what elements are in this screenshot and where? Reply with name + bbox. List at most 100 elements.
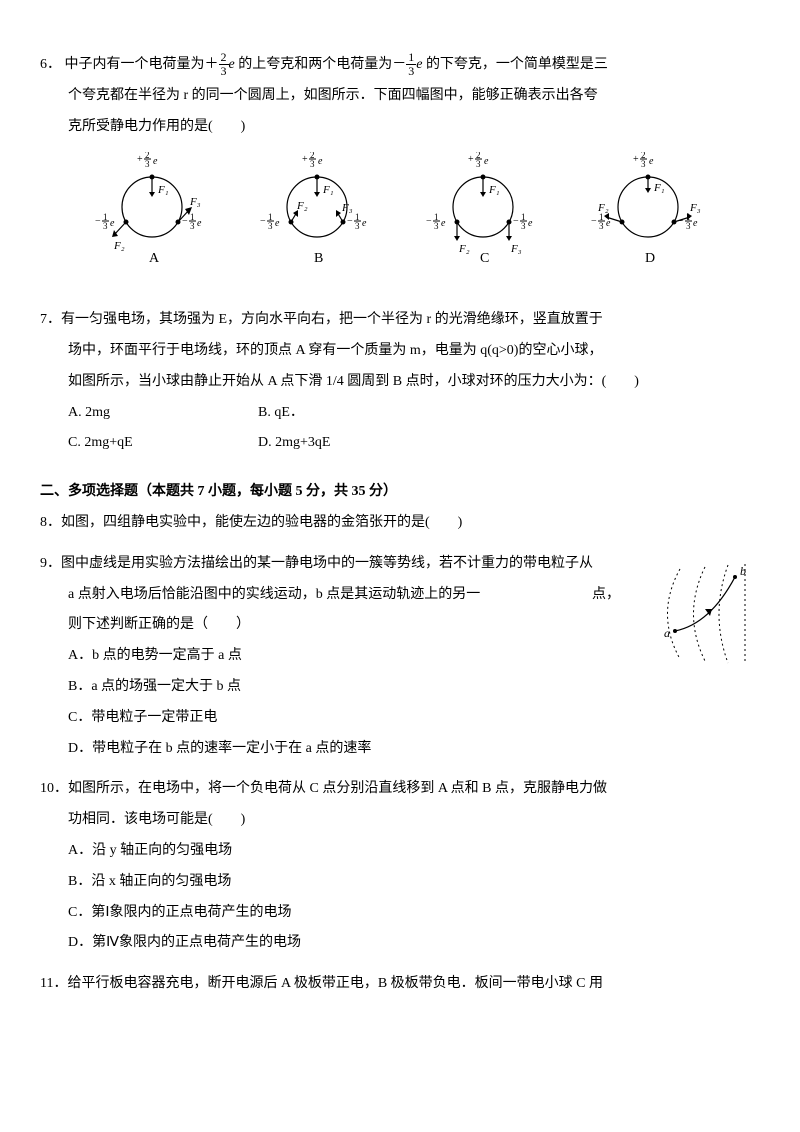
svg-text:3: 3 [310,159,315,169]
svg-text:F₁: F₁ [157,184,169,196]
svg-text:+: + [302,154,308,165]
svg-text:e: e [484,156,489,167]
q7-opt-a: A. 2mg [68,398,258,429]
svg-text:3: 3 [268,221,273,231]
q6-number: 6． [40,57,61,72]
svg-text:−: − [95,216,101,227]
svg-text:3: 3 [476,159,481,169]
svg-text:+: + [633,154,639,165]
svg-text:e: e [693,218,698,229]
svg-text:3: 3 [434,221,439,231]
svg-text:3: 3 [641,159,646,169]
question-11: 11．给平行板电容器充电，断开电源后 A 极板带正电，B 极板带负电．板间一带电… [40,969,760,1000]
svg-text:3: 3 [686,221,691,231]
svg-text:3: 3 [599,221,604,231]
svg-text:3: 3 [103,221,108,231]
svg-text:e: e [197,218,202,229]
q7-options-row2: C. 2mg+qE D. 2mg+3qE [40,428,760,459]
q6-fig-a: F₁ F₂ F₃ +23e −13e −13e A [77,152,227,272]
question-8: 8．如图，四组静电实验中，能使左边的验电器的金箔张开的是( ) [40,508,760,539]
svg-text:−: − [678,216,684,227]
section-2-title: 二、多项选择题（本题共 7 小题，每小题 5 分，共 35 分） [40,477,760,508]
svg-text:+: + [137,154,143,165]
svg-text:C: C [480,251,489,266]
svg-text:+: + [468,154,474,165]
q10-number: 10． [40,781,68,796]
q8-text: 如图，四组静电实验中，能使左边的验电器的金箔张开的是( ) [61,515,462,530]
q6-text-1b: 的上夸克和两个电荷量为－ [235,57,407,72]
q6-text-1c: 的下夸克，一个简单模型是三 [422,57,608,72]
q7-line3: 如图所示，当小球由静止开始从 A 点下滑 1/4 圆周到 B 点时，小球对环的压… [40,367,760,398]
svg-text:F₂: F₂ [458,243,470,255]
svg-text:D: D [645,251,655,266]
svg-text:F₃: F₃ [189,196,201,208]
svg-text:F₃: F₃ [689,202,701,214]
svg-text:a: a [664,626,670,640]
q9-line2b: 点， [592,580,620,611]
q6-figures: F₁ F₂ F₃ +23e −13e −13e A [40,152,760,285]
question-10: 10．如图所示，在电场中，将一个负电荷从 C 点分别沿直线移到 A 点和 B 点… [40,774,760,959]
svg-text:e: e [110,218,115,229]
svg-text:e: e [441,218,446,229]
svg-text:3: 3 [190,221,195,231]
q10-line2: 功相同．该电场可能是( ) [40,805,760,836]
svg-text:−: − [513,216,519,227]
svg-text:−: − [591,216,597,227]
q7-number: 7． [40,312,61,327]
svg-text:F₁: F₁ [653,182,665,194]
svg-text:−: − [182,216,188,227]
q10-line1: 如图所示，在电场中，将一个负电荷从 C 点分别沿直线移到 A 点和 B 点，克服… [68,781,607,796]
q9-figure: a b [640,559,760,669]
q10-opt-c: C．第Ⅰ象限内的正点电荷产生的电场 [40,898,760,929]
q9-line2a: a 点射入电场后恰能沿图中的实线运动，b 点是其运动轨迹上的另一 [68,587,480,602]
svg-text:−: − [426,216,432,227]
q11-line1: 给平行板电容器充电，断开电源后 A 极板带正电，B 极板带负电．板间一带电小球 … [67,976,603,991]
svg-text:e: e [528,218,533,229]
svg-text:b: b [740,564,746,578]
q9-number: 9． [40,556,61,571]
q7-opt-d: D. 2mg+3qE [258,428,448,459]
q9-line1: 图中虚线是用实验方法描绘出的某一静电场中的一簇等势线，若不计重力的带电粒子从 [61,556,593,571]
q6-fig-c: F₁ F₂ F₃ +23e −13e −13e C [408,152,558,272]
q6-fig-d: F₁ F₂ F₃ +23e −13e −13e D [573,152,723,272]
q7-opt-c: C. 2mg+qE [68,428,258,459]
svg-text:F₂: F₂ [113,240,125,252]
q10-opt-a: A．沿 y 轴正向的匀强电场 [40,836,760,867]
q6-line2: 个夸克都在半径为 r 的同一个圆周上，如图所示．下面四幅图中，能够正确表示出各夸 [40,81,760,112]
q9-opt-b: B．a 点的场强一定大于 b 点 [40,672,620,703]
q6-text-1a: 中子内有一个电荷量为＋ [65,57,219,72]
svg-text:−: − [260,216,266,227]
svg-text:B: B [314,251,323,266]
q6-line3: 克所受静电力作用的是( ) [40,112,760,143]
q9-opt-d: D．带电粒子在 b 点的速率一定小于在 a 点的速率 [40,734,620,765]
svg-text:3: 3 [145,159,150,169]
q10-opt-d: D．第Ⅳ象限内的正点电荷产生的电场 [40,928,760,959]
q11-number: 11． [40,976,67,991]
svg-text:F₃: F₃ [341,202,353,214]
question-6: 6． 中子内有一个电荷量为＋23 e 的上夸克和两个电荷量为－13 e 的下夸克，一… [40,50,760,285]
svg-text:3: 3 [355,221,360,231]
fraction-2-3: 23 [219,51,229,78]
q9-opt-a: A．b 点的电势一定高于 a 点 [40,641,620,672]
svg-text:e: e [153,156,158,167]
q9-line3: 则下述判断正确的是（ ） [40,610,620,641]
svg-text:e: e [362,218,367,229]
svg-text:3: 3 [521,221,526,231]
svg-text:F₁: F₁ [488,184,500,196]
question-7: 7．有一匀强电场，其场强为 E，方向水平向右，把一个半径为 r 的光滑绝缘环，竖… [40,305,760,459]
q7-line2: 场中，环面平行于电场线，环的顶点 A 穿有一个质量为 m，电量为 q(q>0)的… [40,336,760,367]
svg-text:−: − [347,216,353,227]
fraction-1-3: 13 [406,51,416,78]
svg-text:e: e [649,156,654,167]
svg-text:e: e [275,218,280,229]
svg-text:e: e [606,218,611,229]
q7-opt-b: B. qE． [258,398,448,429]
q10-opt-b: B．沿 x 轴正向的匀强电场 [40,867,760,898]
svg-text:F₂: F₂ [296,200,308,212]
q7-options-row1: A. 2mg B. qE． [40,398,760,429]
q7-line1: 有一匀强电场，其场强为 E，方向水平向右，把一个半径为 r 的光滑绝缘环，竖直放… [61,312,603,327]
q6-fig-b: F₁ F₂ F₃ +23e −13e −13e B [242,152,392,272]
svg-text:F₁: F₁ [322,184,334,196]
svg-text:F₃: F₃ [510,243,522,255]
question-9: 9．图中虚线是用实验方法描绘出的某一静电场中的一簇等势线，若不计重力的带电粒子从… [40,549,760,765]
